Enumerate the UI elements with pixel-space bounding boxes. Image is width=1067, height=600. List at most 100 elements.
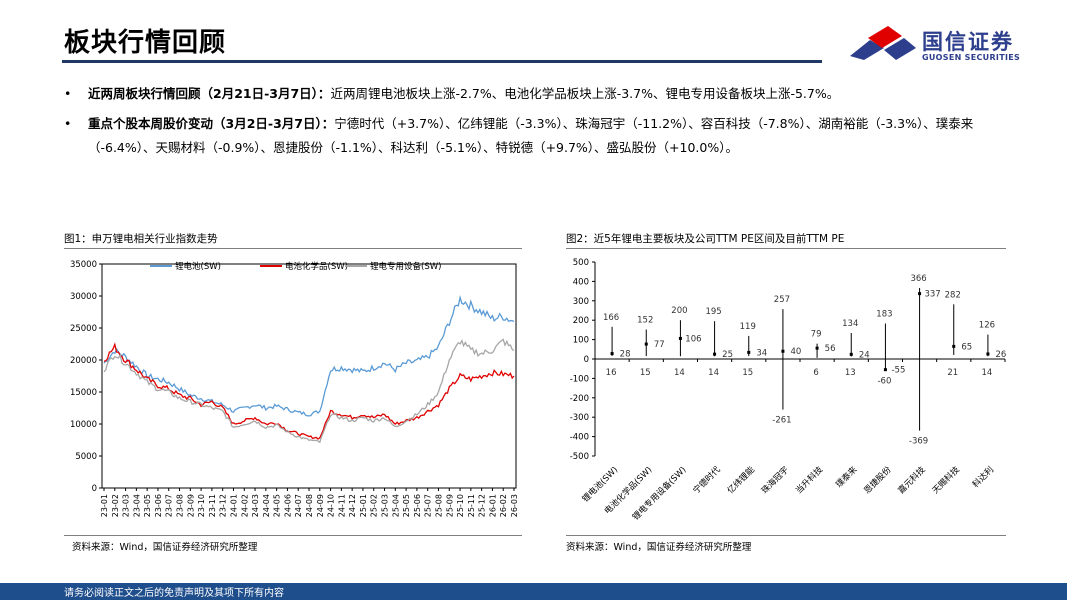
x-tick-label: 25-06 bbox=[413, 494, 422, 517]
x-tick-label: 24-08 bbox=[305, 494, 314, 517]
x-category-label: 亿纬锂能 bbox=[725, 464, 757, 496]
pe-min-label: 13 bbox=[845, 368, 856, 378]
guosen-logo-icon bbox=[850, 26, 916, 60]
x-tick-label: 25-02 bbox=[370, 494, 379, 517]
x-tick-label: 25-12 bbox=[478, 494, 487, 517]
y-tick-label: 100 bbox=[573, 336, 589, 346]
pe-max-label: 366 bbox=[910, 274, 926, 284]
y-tick-label: 25000 bbox=[70, 324, 97, 334]
summary-bullets: • 近两周板块行情回顾（2月21日-3月7日）：近两周锂电池板块上涨-2.7%、… bbox=[64, 82, 1024, 166]
pe-current-label: 28 bbox=[620, 350, 631, 360]
x-tick-label: 23-05 bbox=[143, 494, 152, 517]
x-tick-label: 24-02 bbox=[240, 494, 249, 517]
fig1-source: 资料来源：Wind，国信证券经济研究所整理 bbox=[72, 542, 258, 553]
disclaimer-text: 请务必阅读正文之后的免责声明及其项下所有内容 bbox=[64, 588, 284, 599]
pe-max-label: 79 bbox=[811, 330, 822, 340]
x-tick-label: 23-02 bbox=[111, 494, 120, 517]
y-tick-label: 5000 bbox=[75, 452, 97, 462]
pe-max-label: 152 bbox=[637, 316, 653, 326]
pe-current-label: 56 bbox=[825, 344, 836, 354]
fig1-bottom-rule bbox=[64, 535, 522, 536]
bullet-text: 宁德时代（+3.7%）、亿纬锂能（-3.3%）、珠海冠宇（-11.2%）、容百科… bbox=[88, 116, 974, 155]
pe-current-label: -55 bbox=[891, 366, 905, 376]
pe-max-label: 257 bbox=[774, 295, 790, 305]
x-tick-label: 23-08 bbox=[176, 494, 185, 517]
x-category-label: 宁德时代 bbox=[691, 464, 723, 496]
series-line-1 bbox=[103, 342, 515, 440]
fig1-top-rule bbox=[64, 248, 522, 249]
pe-current-point bbox=[781, 349, 785, 353]
pe-current-point bbox=[644, 342, 648, 346]
y-tick-label: -300 bbox=[570, 413, 589, 423]
fig1-title: 图1：申万锂电相关行业指数走势 bbox=[64, 233, 218, 245]
x-tick-label: 25-08 bbox=[434, 494, 443, 517]
pe-current-label: 337 bbox=[924, 290, 940, 300]
pe-min-label: 14 bbox=[982, 368, 993, 378]
legend-label: 锂电专用设备(SW) bbox=[370, 261, 441, 272]
x-tick-label: 26-01 bbox=[488, 494, 497, 517]
logo-text-en: GUOSEN SECURITIES bbox=[922, 53, 1021, 62]
x-tick-label: 23-10 bbox=[197, 494, 206, 517]
pe-current-point bbox=[883, 368, 887, 372]
pe-current-point bbox=[849, 352, 853, 356]
pe-min-label: 16 bbox=[606, 368, 617, 378]
legend-label: 锂电池(SW) bbox=[175, 261, 221, 272]
x-category-label: 璞泰来 bbox=[834, 464, 860, 490]
x-category-label: 科达利 bbox=[970, 464, 996, 490]
pe-current-label: 65 bbox=[961, 342, 972, 352]
x-tick-label: 24-06 bbox=[283, 494, 292, 517]
pe-current-point bbox=[747, 350, 751, 354]
x-tick-label: 24-03 bbox=[251, 494, 260, 517]
pe-max-label: 126 bbox=[979, 321, 995, 331]
legend-label: 电池化学品(SW) bbox=[285, 261, 348, 272]
pe-current-point bbox=[713, 352, 717, 356]
pe-current-point bbox=[678, 336, 682, 340]
bullet-sector-review: • 近两周板块行情回顾（2月21日-3月7日）：近两周锂电池板块上涨-2.7%、… bbox=[64, 86, 840, 101]
y-tick-label: 20000 bbox=[70, 356, 97, 366]
fig2-source: 资料来源：Wind，国信证券经济研究所整理 bbox=[566, 542, 752, 553]
pe-max-label: 166 bbox=[603, 313, 619, 323]
fig2-bottom-rule bbox=[566, 535, 1006, 536]
pe-current-label: 25 bbox=[722, 350, 733, 360]
series-line-0 bbox=[103, 294, 515, 417]
pe-current-point bbox=[610, 352, 614, 356]
pe-max-label: 282 bbox=[945, 290, 961, 300]
pe-min-label: -60 bbox=[877, 377, 891, 387]
x-tick-label: 23-04 bbox=[132, 494, 141, 517]
x-tick-label: 25-09 bbox=[445, 494, 454, 517]
x-tick-label: 24-09 bbox=[316, 494, 325, 517]
bullet-text: 近两周锂电池板块上涨-2.7%、电池化学品板块上涨-3.7%、锂电专用设备板块上… bbox=[330, 86, 840, 101]
y-tick-label: 30000 bbox=[70, 292, 97, 302]
x-tick-label: 25-04 bbox=[391, 494, 400, 517]
pe-current-label: 77 bbox=[654, 340, 665, 350]
y-tick-label: -500 bbox=[570, 452, 589, 462]
x-category-label: 天赐科技 bbox=[930, 464, 962, 496]
x-tick-label: 23-06 bbox=[154, 494, 163, 517]
x-tick-label: 25-05 bbox=[402, 494, 411, 517]
x-tick-label: 25-07 bbox=[424, 494, 433, 517]
plot-frame bbox=[101, 263, 517, 489]
x-category-label: 当升科技 bbox=[793, 464, 825, 496]
x-tick-label: 23-01 bbox=[100, 494, 109, 517]
pe-max-label: 200 bbox=[671, 306, 687, 316]
pe-current-label: 24 bbox=[859, 350, 870, 360]
pe-max-label: 119 bbox=[740, 322, 756, 332]
bullet-heading: 近两周板块行情回顾（2月21日-3月7日）： bbox=[88, 86, 331, 101]
bullet-stock-moves: • 重点个股本周股价变动（3月2日-3月7日）：宁德时代（+3.7%）、亿纬锂能… bbox=[64, 116, 974, 155]
fig2-top-rule bbox=[566, 248, 1006, 249]
range-chart-pe: -500-400-300-200-10001002003004005001661… bbox=[570, 258, 1007, 523]
x-category-label: 珠海冠宇 bbox=[759, 464, 791, 496]
x-category-label: 恩捷股份 bbox=[862, 464, 894, 496]
pe-min-label: 15 bbox=[640, 368, 651, 378]
x-tick-label: 23-07 bbox=[165, 494, 174, 517]
x-tick-label: 26-02 bbox=[499, 494, 508, 517]
fig2-title: 图2：近5年锂电主要板块及公司TTM PE区间及目前TTM PE bbox=[566, 233, 845, 245]
x-tick-label: 24-11 bbox=[337, 494, 346, 517]
y-tick-label: -100 bbox=[570, 374, 589, 384]
y-tick-label: -400 bbox=[570, 433, 589, 443]
pe-min-label: 6 bbox=[813, 368, 818, 378]
x-tick-label: 23-09 bbox=[186, 494, 195, 517]
y-tick-label: 15000 bbox=[70, 388, 97, 398]
pe-max-label: 195 bbox=[705, 307, 721, 317]
pe-max-label: 183 bbox=[876, 309, 892, 319]
